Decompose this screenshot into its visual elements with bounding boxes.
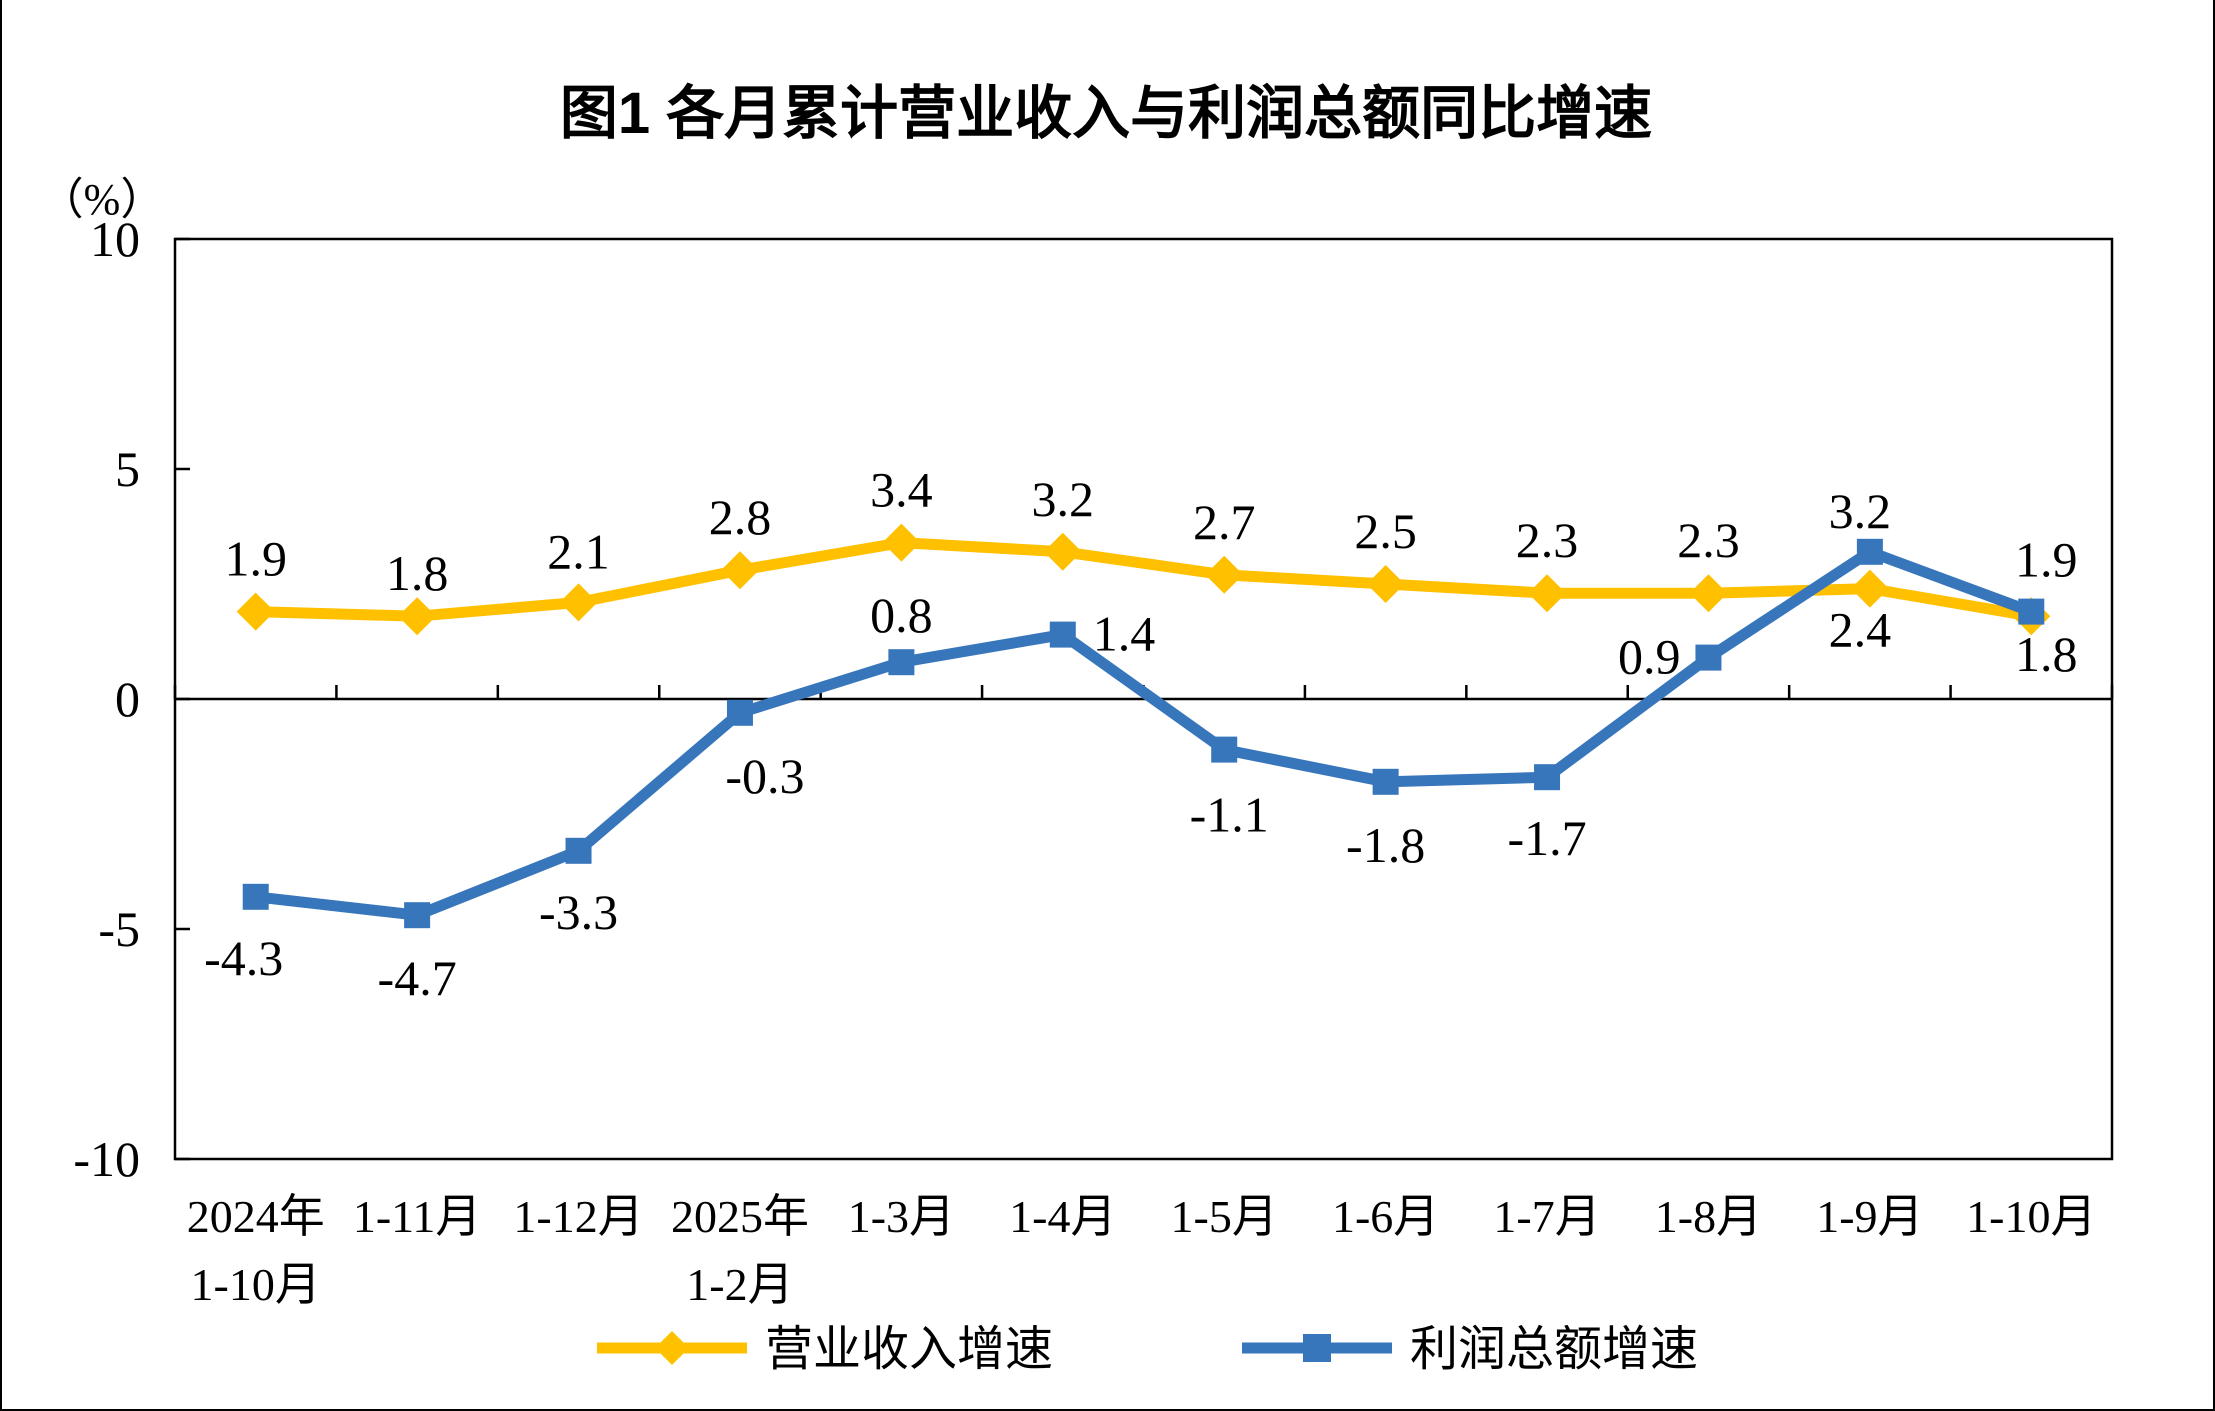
y-tick-label: -5 xyxy=(98,901,140,957)
y-tick-label: -10 xyxy=(73,1131,140,1187)
data-label: 1.9 xyxy=(224,531,287,587)
y-axis-unit-label: （%） xyxy=(40,175,165,224)
data-point-marker xyxy=(720,551,759,590)
category-label: 1-6月 xyxy=(1332,1191,1439,1242)
legend-item-profit: 利润总额增速 xyxy=(1242,1323,1698,1376)
data-point-marker xyxy=(242,883,269,910)
category-label: 1-10月 xyxy=(1966,1191,2096,1242)
data-point-marker xyxy=(1695,644,1722,671)
data-point-marker xyxy=(404,902,431,929)
data-point-marker xyxy=(882,523,921,562)
legend-item-revenue: 营业收入增速 xyxy=(597,1323,1053,1376)
category-label: 1-4月 xyxy=(1009,1191,1116,1242)
data-label: -1.1 xyxy=(1190,787,1269,843)
data-point-marker xyxy=(2018,598,2045,625)
data-label: 3.2 xyxy=(1829,483,1892,539)
data-point-marker xyxy=(1372,768,1399,795)
series-line-profit xyxy=(250,546,2037,921)
data-label: 1.8 xyxy=(386,545,449,601)
category-label: 1-3月 xyxy=(848,1191,955,1242)
data-label: -4.3 xyxy=(204,930,283,986)
data-point-marker xyxy=(1850,569,1889,608)
data-label: 2.8 xyxy=(709,489,772,545)
data-label: 3.2 xyxy=(1032,471,1095,527)
data-point-marker xyxy=(565,837,592,864)
data-point-marker xyxy=(1528,574,1567,613)
legend-label: 利润总额增速 xyxy=(1410,1323,1698,1376)
data-label: -4.7 xyxy=(378,950,457,1006)
data-point-marker xyxy=(1211,736,1238,763)
category-label: 1-10月 xyxy=(191,1259,321,1310)
data-point-marker xyxy=(1689,574,1728,613)
series-line-revenue xyxy=(250,537,2037,622)
data-point-marker xyxy=(1856,538,1883,565)
data-label: 2.3 xyxy=(1677,512,1740,568)
data-label: 1.8 xyxy=(2015,626,2078,682)
data-label: 1.9 xyxy=(2015,532,2078,588)
data-label: 2.5 xyxy=(1354,503,1417,559)
data-point-marker xyxy=(1043,532,1082,571)
data-label: -1.8 xyxy=(1346,817,1425,873)
plot-area: 10 5 0 -5 -10 2024年 1-10月 1-11月 1-12月 2025年 1-2月 1-… xyxy=(73,211,2114,1310)
y-tick-label: 0 xyxy=(115,671,140,727)
legend-diamond-marker-icon xyxy=(655,1331,689,1365)
category-label: 1-5月 xyxy=(1171,1191,1278,1242)
data-point-marker xyxy=(559,583,598,622)
data-point-marker xyxy=(888,649,915,676)
data-point-marker xyxy=(1534,764,1561,791)
data-label: -0.3 xyxy=(725,748,804,804)
legend-label: 营业收入增速 xyxy=(765,1323,1053,1376)
data-point-marker xyxy=(1366,565,1405,603)
category-label: 2024年 xyxy=(187,1191,325,1242)
data-label: 2.1 xyxy=(547,523,610,579)
legend: 营业收入增速 利润总额增速 xyxy=(597,1323,1698,1376)
category-label: 1-8月 xyxy=(1655,1191,1762,1242)
data-label: 3.4 xyxy=(870,462,933,518)
y-tick-label: 10 xyxy=(90,211,140,267)
category-label: 1-11月 xyxy=(353,1191,482,1242)
y-tick-label: 5 xyxy=(115,441,140,497)
legend-square-marker-icon xyxy=(1303,1334,1331,1362)
data-label: 0.9 xyxy=(1618,629,1681,685)
data-label: 2.3 xyxy=(1516,512,1579,568)
data-point-marker xyxy=(726,699,753,726)
data-label: 2.7 xyxy=(1193,494,1256,550)
data-label: 2.4 xyxy=(1829,602,1892,658)
data-point-marker xyxy=(1205,555,1244,594)
chart-title: 图1 各月累计营业收入与利润总额同比增速 xyxy=(560,81,1652,146)
category-label: 1-9月 xyxy=(1816,1191,1923,1242)
category-label: 2025年 xyxy=(671,1191,809,1242)
data-point-marker xyxy=(236,592,275,631)
data-label: -1.7 xyxy=(1507,810,1586,866)
category-label: 1-2月 xyxy=(686,1259,793,1310)
data-label: -3.3 xyxy=(539,884,618,940)
category-label: 1-7月 xyxy=(1493,1191,1600,1242)
data-point-marker xyxy=(398,597,437,636)
data-label: 1.4 xyxy=(1093,606,1156,662)
category-label: 1-12月 xyxy=(513,1191,643,1242)
data-point-marker xyxy=(1049,621,1076,648)
data-label: 0.8 xyxy=(870,587,933,643)
